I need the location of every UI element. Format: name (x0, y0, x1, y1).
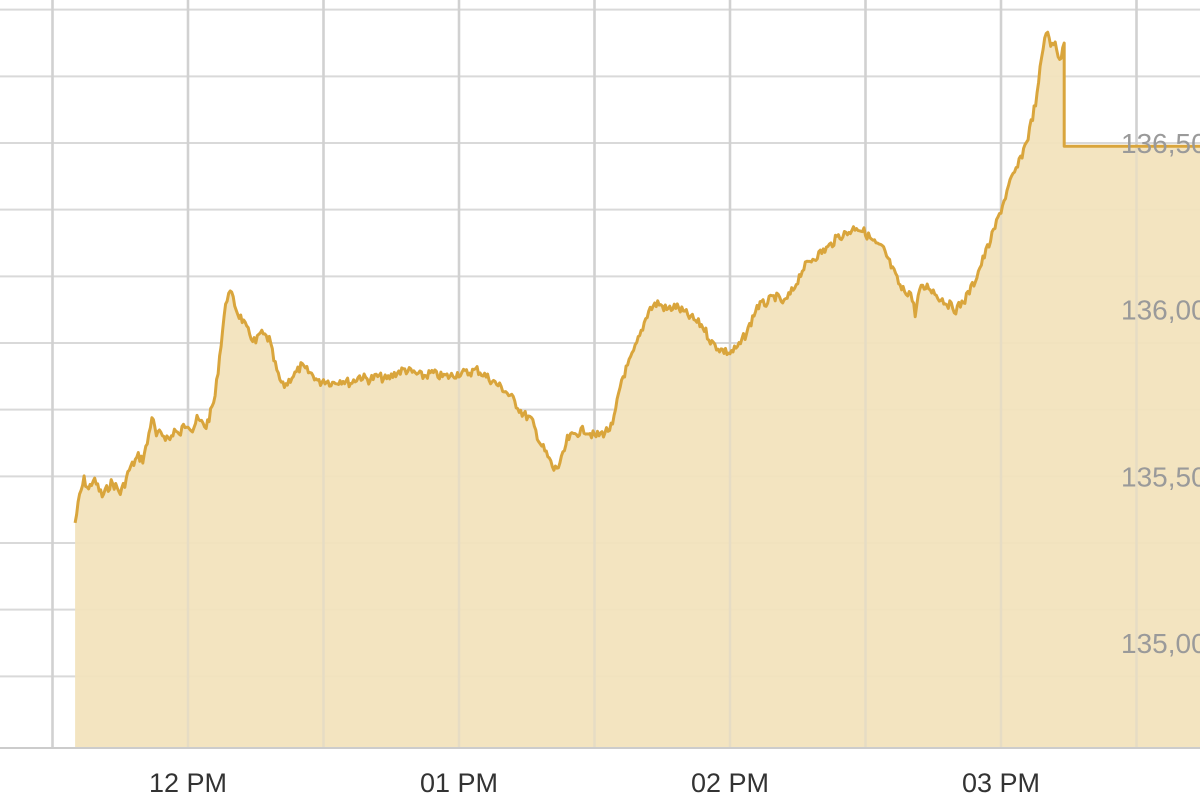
area-fill (75, 32, 1200, 748)
x-tick-label: 03 PM (962, 768, 1040, 798)
y-axis-ticks: 135,00 135,50 136,00 136,50 (1121, 128, 1200, 659)
price-line (73, 30, 1200, 524)
x-tick-label: 02 PM (691, 768, 769, 798)
y-tick-label: 135,00 (1121, 628, 1200, 659)
vertical-gridlines-overlay (51, 0, 1138, 748)
y-tick-label: 135,50 (1121, 461, 1200, 492)
y-tick-label: 136,50 (1121, 128, 1200, 159)
x-tick-label: 12 PM (149, 768, 227, 798)
y-tick-label: 136,00 (1121, 295, 1200, 326)
x-axis-ticks: 12 PM 01 PM 02 PM 03 PM (149, 768, 1040, 798)
x-tick-label: 01 PM (420, 768, 498, 798)
